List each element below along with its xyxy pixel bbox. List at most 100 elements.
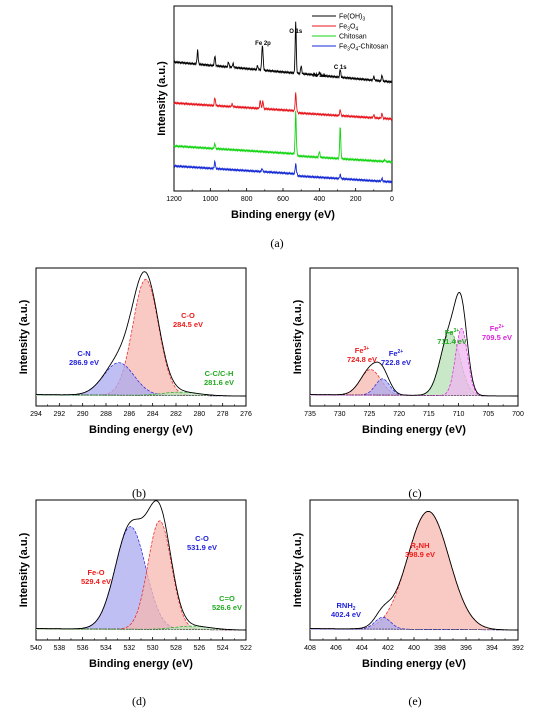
y-axis-label: Intensity (a.u.) — [18, 299, 30, 374]
x-tick-label: 1000 — [203, 196, 219, 203]
envelope-line — [36, 271, 246, 397]
background-line — [36, 628, 246, 631]
x-tick-label: 398 — [434, 645, 446, 652]
component-fill — [310, 369, 518, 396]
x-tick-label: 280 — [193, 411, 205, 418]
x-tick-label: 288 — [100, 411, 112, 418]
component-fill — [310, 378, 518, 396]
x-axis-label: Binding energy (eV) — [231, 209, 335, 221]
x-tick-label: 735 — [304, 411, 316, 418]
peak-value: 709.5 eV — [482, 333, 512, 342]
component-curve — [36, 520, 246, 631]
component-fill — [310, 511, 518, 630]
peak-label: Fe2+ — [490, 324, 505, 333]
peak-label: C-C/C-H — [205, 369, 234, 378]
legend-entry: Chitosan — [339, 34, 367, 41]
component-fill — [36, 279, 246, 396]
legend-entry: Fe(OH)3 — [339, 14, 365, 23]
component-fill — [36, 526, 246, 630]
peak-label: C-O — [195, 534, 209, 543]
peak-value: 711.4 eV — [437, 337, 467, 346]
panel-c: 735 730 725 720 715 710 705 700 Binding energy (… — [292, 267, 524, 436]
survey-spectrum-line — [173, 21, 393, 84]
component-curve — [310, 616, 518, 631]
background-line — [36, 394, 246, 397]
peak-label: Fe3+ — [355, 346, 370, 355]
x-tick-label: 282 — [170, 411, 182, 418]
x-tick-label: 400 — [313, 196, 325, 203]
panel-e: 408 406 404 402 400 398 396 394 392 Binding energ… — [292, 499, 524, 670]
peak-annotation: C 1s — [334, 65, 347, 71]
x-tick-label: 538 — [53, 645, 65, 652]
peak-value: 724.8 eV — [347, 355, 377, 364]
legend-entry: Fe3O4 — [339, 24, 358, 33]
x-tick-label: 800 — [241, 196, 253, 203]
x-tick-label: 705 — [482, 411, 494, 418]
x-tick-label: 534 — [100, 645, 112, 652]
x-tick-label: 710 — [453, 411, 465, 418]
x-tick-label: 400 — [408, 645, 420, 652]
y-axis-label: Intensity (a.u.) — [156, 61, 168, 136]
peak-value: 529.4 eV — [81, 577, 111, 586]
peak-value: 286.9 eV — [69, 358, 99, 367]
x-tick-label: 394 — [486, 645, 498, 652]
peak-value: 531.9 eV — [187, 543, 217, 552]
panel-label: (d) — [132, 694, 146, 708]
panel-label: (e) — [408, 694, 421, 708]
peak-value: 526.6 eV — [212, 603, 242, 612]
y-axis-label: Intensity (a.u.) — [292, 299, 304, 374]
x-tick-label: 1200 — [166, 196, 182, 203]
peak-annotation: N 1s — [313, 73, 326, 79]
panel-a: 1200 1000 800 600 400 200 0 Binding energy (eV)… — [156, 5, 394, 221]
x-tick-label: 536 — [77, 645, 89, 652]
x-tick-label: 540 — [30, 645, 42, 652]
x-tick-label: 0 — [390, 196, 394, 203]
peak-label: Fe2+ — [389, 349, 404, 358]
envelope-line — [310, 510, 518, 631]
peak-label: Fe-O — [87, 568, 104, 577]
component-fill — [36, 520, 246, 630]
x-tick-label: 725 — [364, 411, 376, 418]
x-tick-label: 522 — [240, 645, 252, 652]
x-tick-label: 292 — [53, 411, 65, 418]
x-tick-label: 278 — [217, 411, 229, 418]
x-tick-label: 284 — [147, 411, 159, 418]
peak-value: 281.6 eV — [204, 378, 234, 387]
peak-label: C=O — [219, 594, 235, 603]
x-tick-label: 526 — [193, 645, 205, 652]
x-tick-label: 286 — [123, 411, 135, 418]
envelope-line — [310, 291, 518, 397]
x-tick-label: 528 — [170, 645, 182, 652]
panel-d: 540 538 536 534 532 530 528 526 524 522 Binding en… — [18, 499, 252, 670]
peak-value: 402.4 eV — [331, 610, 361, 619]
x-tick-label: 290 — [77, 411, 89, 418]
x-tick-label: 392 — [512, 645, 524, 652]
peak-label: C-O — [181, 311, 195, 320]
x-tick-label: 600 — [277, 196, 289, 203]
survey-spectrum-line — [173, 110, 393, 165]
x-tick-label: 532 — [123, 645, 135, 652]
peak-value: 722.8 eV — [381, 358, 411, 367]
panel-label: (b) — [132, 486, 146, 500]
x-tick-label: 294 — [30, 411, 42, 418]
component-fill — [36, 362, 246, 396]
background-line — [310, 394, 518, 397]
component-curve — [310, 369, 518, 397]
panel-b: 294 292 290 288 286 284 282 280 278 276 Binding en… — [18, 267, 252, 436]
x-axis-label: Binding energy (eV) — [89, 658, 193, 670]
component-curve — [310, 378, 518, 397]
peak-annotation: O 1s — [289, 29, 303, 35]
x-axis-label: Binding energy (eV) — [362, 658, 466, 670]
x-tick-label: 715 — [423, 411, 435, 418]
x-axis-label: Binding energy (eV) — [89, 424, 193, 436]
x-tick-label: 406 — [330, 645, 342, 652]
legend-entry: Fe3O4-Chitosan — [339, 44, 388, 53]
x-axis-label: Binding energy (eV) — [362, 424, 466, 436]
peak-value: 284.5 eV — [173, 320, 203, 329]
peak-annotation: Fe 2p — [255, 41, 271, 47]
y-axis-label: Intensity (a.u.) — [292, 532, 304, 607]
x-tick-label: 200 — [350, 196, 362, 203]
x-tick-label: 524 — [217, 645, 229, 652]
panel-label: (c) — [408, 486, 421, 500]
